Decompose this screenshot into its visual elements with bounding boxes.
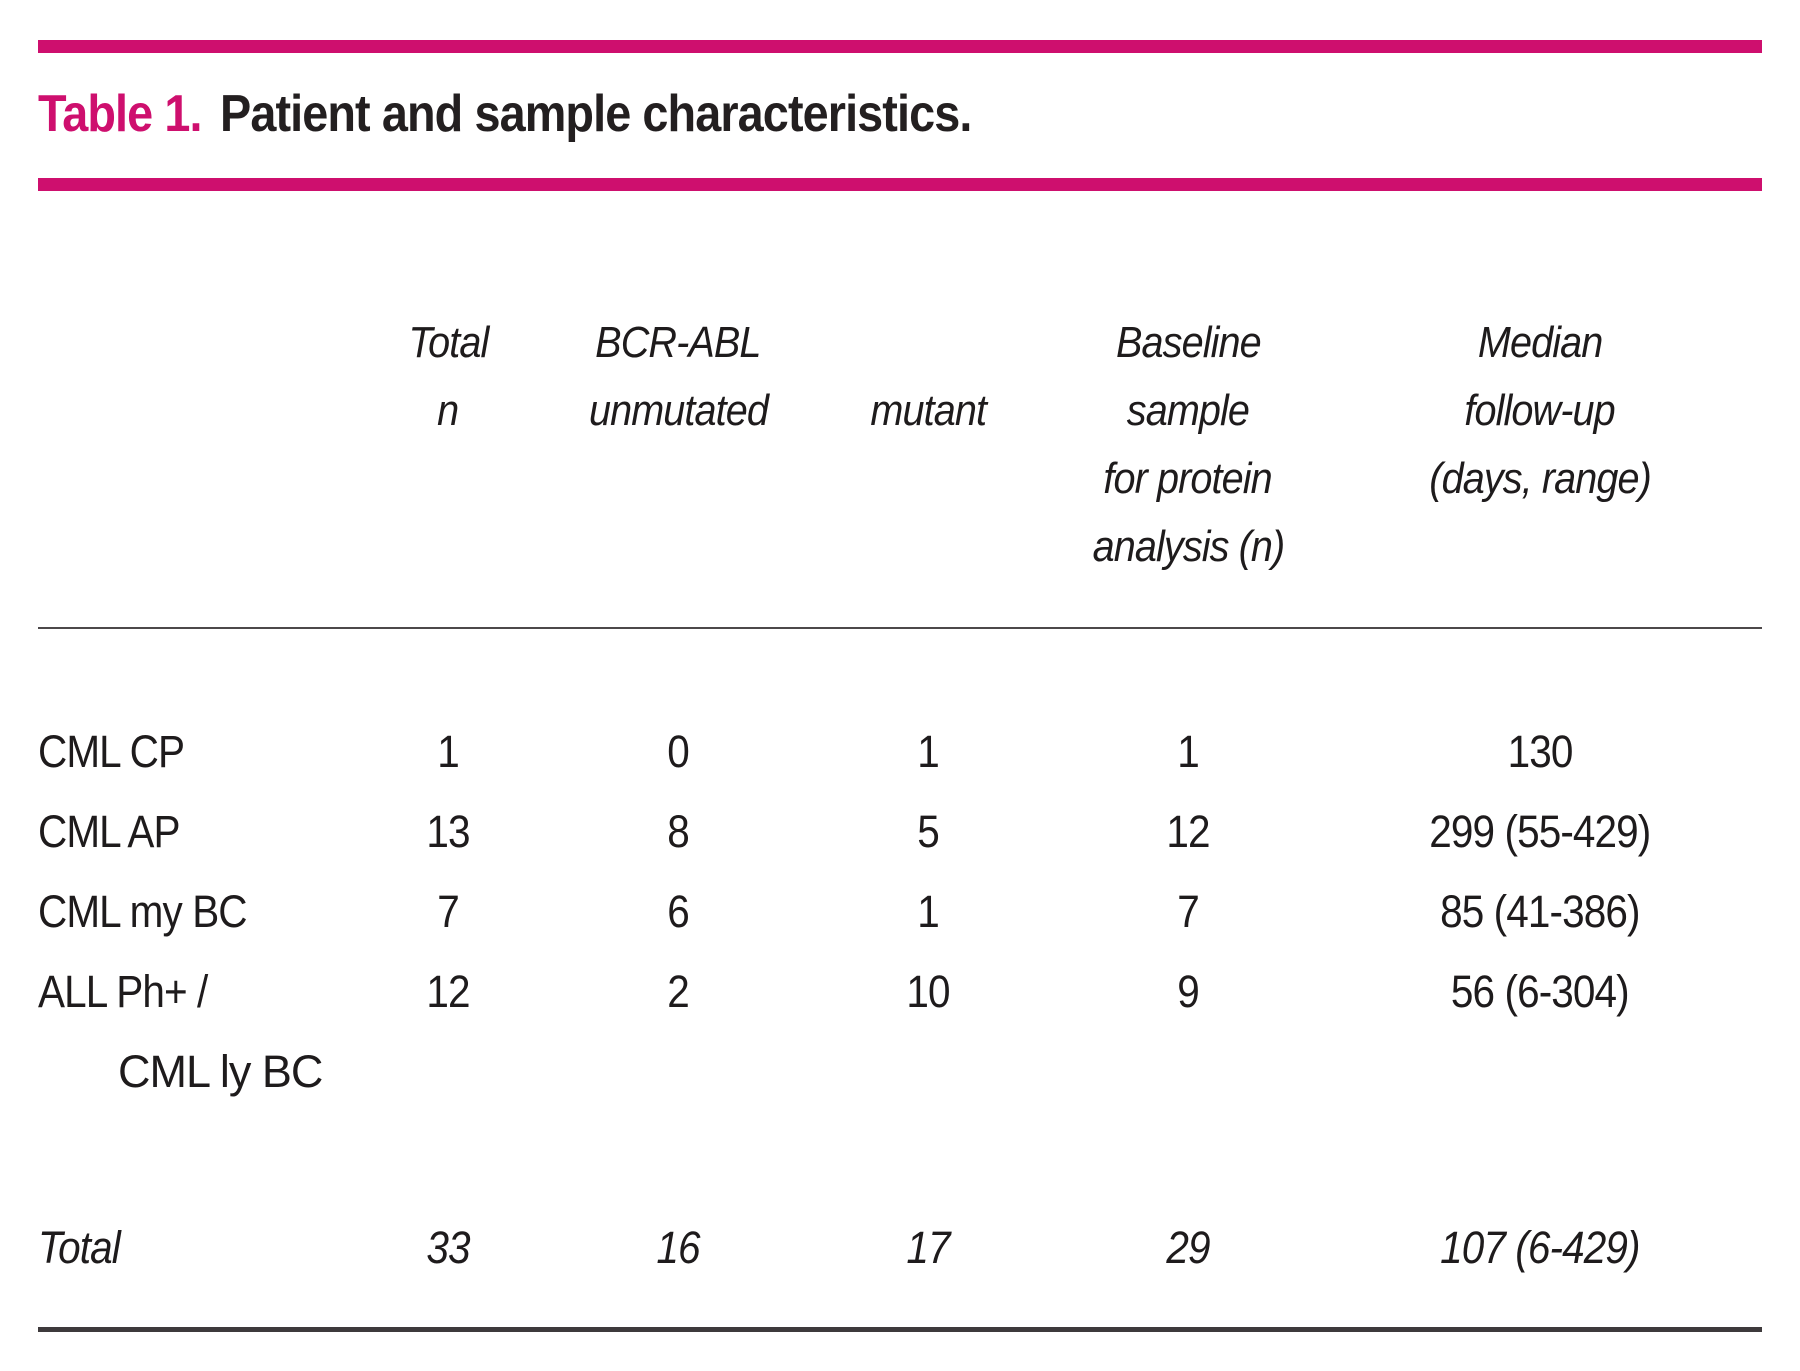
cell-unmutated: 6 [667,886,690,937]
table-row: ALL Ph+ / CML ly BC 12 2 10 9 56 (6-304) [38,952,1762,1112]
row-label: CML my BC [38,886,248,937]
total-median-followup: 107 (6-429) [1440,1222,1640,1273]
cell-baseline-sample: 7 [1177,886,1200,937]
header-cell-empty [38,309,338,581]
cell-total-n: 1 [437,726,460,777]
header-cell-median-followup: Median follow-up (days, range) [1429,318,1652,503]
header-cell-total-n: Total n [408,318,489,435]
total-mutant: 17 [906,1222,950,1273]
total-label: Total [38,1222,121,1273]
table-row: CML my BC 7 6 1 7 85 (41-386) [38,872,1762,952]
cell-baseline-sample: 9 [1177,966,1200,1017]
table-bottom-rule [38,1327,1762,1332]
cell-total-n: 12 [426,966,470,1017]
cell-total-n: 7 [437,886,460,937]
top-accent-rule [38,40,1762,53]
cell-median-followup: 130 [1507,726,1574,777]
title-bottom-accent-rule [38,178,1762,191]
cell-unmutated: 0 [667,726,690,777]
cell-mutant: 1 [917,726,940,777]
cell-baseline-sample: 1 [1177,726,1200,777]
table-number: Table 1. [38,85,203,143]
row-label: ALL Ph+ / [38,966,208,1017]
header-cell-baseline-sample: Baseline sample for protein analysis (n) [1092,318,1285,571]
cell-median-followup: 85 (41-386) [1440,886,1640,937]
cell-mutant: 10 [906,966,950,1017]
cell-baseline-sample: 12 [1166,806,1210,857]
table-body: CML CP 1 0 1 1 130 CML AP 13 8 5 12 299 … [38,712,1762,1288]
row-label: CML AP [38,806,181,857]
table-title: Table 1. Patient and sample characterist… [38,84,1762,145]
total-baseline-sample: 29 [1166,1222,1210,1273]
table-total-row: Total 33 16 17 29 107 (6-429) [38,1208,1762,1288]
cell-unmutated: 8 [667,806,690,857]
cell-mutant: 1 [917,886,940,937]
cell-total-n: 13 [426,806,470,857]
table-header-row: Total n BCR-ABL unmutated mutant Baselin… [38,309,1762,581]
cell-mutant: 5 [917,806,940,857]
row-label: CML CP [38,726,185,777]
cell-unmutated: 2 [667,966,690,1017]
table-row: CML AP 13 8 5 12 299 (55-429) [38,792,1762,872]
table-caption: Patient and sample characteristics. [219,85,972,143]
total-total-n: 33 [426,1222,470,1273]
header-cell-bcr-abl-unmutated: BCR-ABL unmutated [588,318,768,435]
header-cell-mutant: mutant [870,386,987,435]
total-unmutated: 16 [656,1222,700,1273]
table-row: CML CP 1 0 1 1 130 [38,712,1762,792]
cell-median-followup: 56 (6-304) [1451,966,1630,1017]
row-label-second-line: CML ly BC [118,1046,323,1097]
cell-median-followup: 299 (55-429) [1429,806,1651,857]
header-separator-rule [38,627,1762,629]
